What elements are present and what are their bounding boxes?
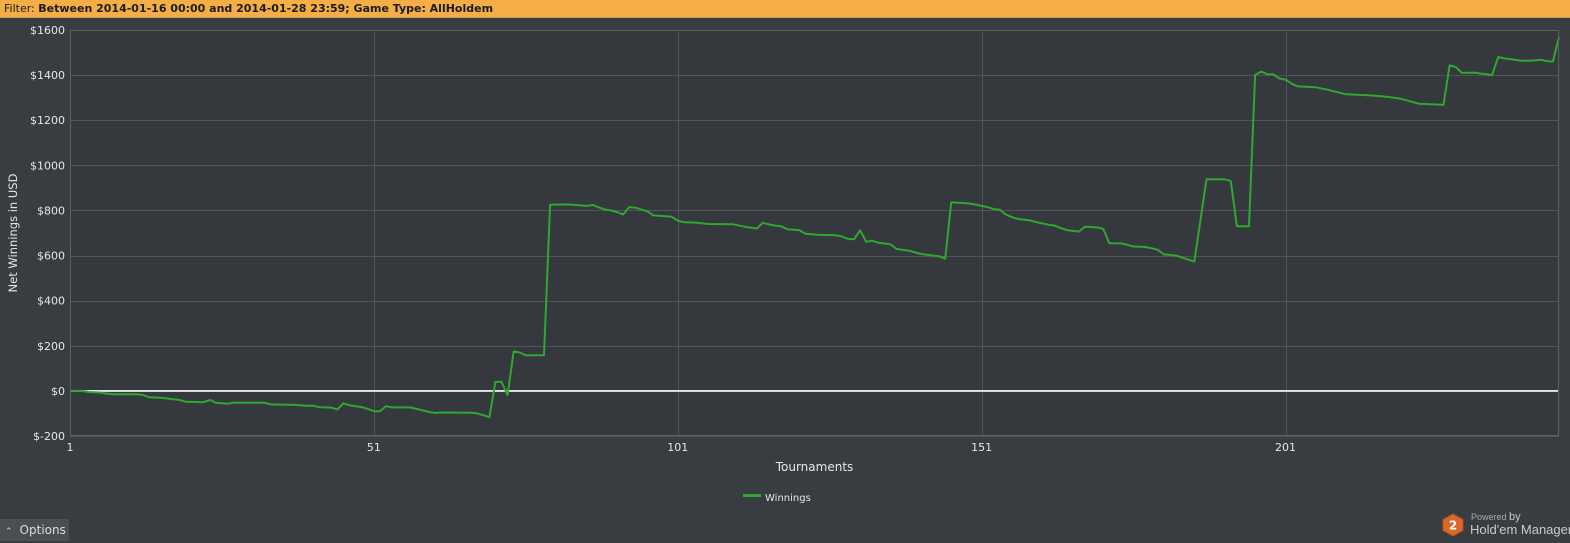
x-tick-label: 51 bbox=[367, 441, 381, 454]
x-tick-label: 151 bbox=[971, 441, 992, 454]
series-layer bbox=[70, 36, 1560, 419]
y-tick-label: $1200 bbox=[30, 114, 65, 127]
plot-area bbox=[70, 30, 1559, 436]
hem-logo-icon: 2 bbox=[1442, 513, 1464, 537]
y-tick-label: $1400 bbox=[30, 69, 65, 82]
x-axis-label: Tournaments bbox=[775, 460, 854, 474]
brand-name: Hold'em Manager bbox=[1470, 522, 1570, 537]
hem-branding: 2 Powered by Hold'em Manager bbox=[1441, 511, 1570, 539]
plot-border bbox=[70, 30, 1559, 436]
filter-bar: Filter: Between 2014-01-16 00:00 and 201… bbox=[0, 0, 1570, 18]
x-tick-label: 1 bbox=[67, 441, 74, 454]
y-tick-label: $1000 bbox=[30, 159, 65, 172]
series-line-winnings bbox=[70, 36, 1560, 419]
y-tick-label: $0 bbox=[51, 385, 65, 398]
x-axis-ticks: 1 51 101 151 201 bbox=[67, 441, 1297, 454]
filter-text: Between 2014-01-16 00:00 and 2014-01-28 … bbox=[38, 2, 494, 15]
options-button[interactable]: ⌃ Options bbox=[0, 519, 69, 541]
y-axis-ticks: $-200 $0 $200 $400 $600 $800 $1000 $1200 $1400 $1… bbox=[30, 24, 65, 443]
hem-logo-number: 2 bbox=[1449, 519, 1457, 533]
powered-by-text: Powered by bbox=[1471, 511, 1521, 523]
chevron-up-icon: ⌃ bbox=[5, 527, 13, 537]
y-tick-label: $600 bbox=[37, 250, 65, 263]
y-axis-label: Net Winnings in USD bbox=[6, 173, 20, 292]
options-label: Options bbox=[19, 523, 66, 537]
x-tick-label: 101 bbox=[667, 441, 688, 454]
y-tick-label: $400 bbox=[37, 295, 65, 308]
y-tick-label: $200 bbox=[37, 340, 65, 353]
y-tick-label: $-200 bbox=[33, 430, 65, 443]
y-tick-label: $1600 bbox=[30, 24, 65, 37]
legend[interactable]: Winnings bbox=[743, 493, 811, 504]
x-tick-label: 201 bbox=[1275, 441, 1296, 454]
legend-label-winnings: Winnings bbox=[765, 493, 811, 504]
filter-label: Filter: bbox=[4, 2, 39, 15]
y-tick-label: $800 bbox=[37, 204, 65, 217]
